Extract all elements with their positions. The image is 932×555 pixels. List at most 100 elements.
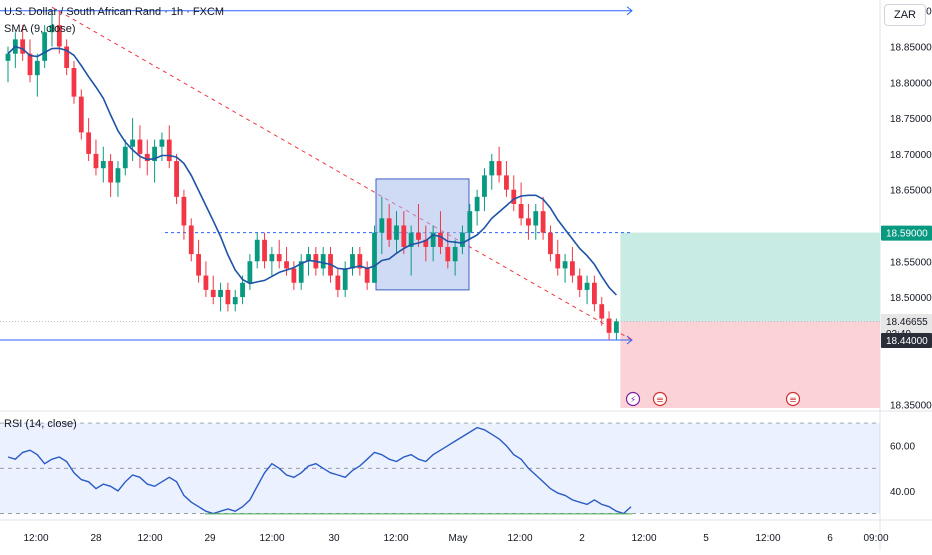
time-tick-label: May [449,533,468,544]
candle-body [357,254,363,269]
candle-body [379,218,385,233]
candle-body [394,225,399,240]
candle-body [218,289,223,298]
candle-body [372,232,377,283]
candle-body [320,254,326,269]
candle-body [430,232,436,247]
candle-body [27,53,33,76]
candle-body [174,161,179,197]
price-label-bg [881,333,932,348]
candle-body [606,318,612,333]
candle-body [20,39,26,54]
chart-title: U.S. Dollar / South African Rand · 1h · … [4,6,225,18]
candle-body [599,304,605,319]
price-label-bg [881,225,932,241]
candle-body [584,282,590,290]
sma-legend[interactable]: SMA (9, close) [4,23,76,35]
candle-body [240,282,245,298]
candle-body [137,139,143,154]
long-profit-zone [620,232,880,322]
candle-body [548,232,553,255]
candle-body [342,268,348,290]
top-line-arrow [626,6,633,16]
lightning-icon-glyph: ⚡ [630,396,636,406]
candle-body [196,254,201,276]
candle-body [49,25,55,33]
time-tick-label: 2 [579,533,585,544]
candle-body [93,153,99,169]
candle-body [526,218,531,226]
candle-body [482,175,487,197]
rsi-tick-label: 40.00 [890,487,915,498]
price-tick-label: 18.70000 [890,150,932,161]
candle-body [518,204,524,219]
time-tick-label: 28 [90,533,102,544]
candle-body [555,254,561,269]
candle-body [306,254,311,262]
candle-body [335,275,341,290]
candle-body [86,132,92,154]
candle-body [262,239,267,262]
candle-body [511,189,517,204]
candle-body [166,139,172,162]
candle-body [254,239,260,262]
candle-body [496,161,502,176]
sma-line [7,45,617,296]
rsi-tick-label: 60.00 [890,442,915,453]
time-tick-label: 12:00 [23,533,48,544]
time-tick-label: 09:00 [863,533,888,544]
bottom-line-arrow [626,335,633,345]
time-tick-label: 29 [204,533,216,544]
candle-body [247,261,253,283]
candle-body [42,32,48,61]
candle-body [130,139,136,147]
candle-body [533,211,539,226]
candle-body [284,261,289,269]
candle-body [203,275,209,290]
candle-body [570,261,575,276]
candle-body [291,268,297,283]
time-tick-label: 5 [703,533,709,544]
time-tick-label: 12:00 [137,533,162,544]
candle-body [5,53,11,61]
time-tick-label: 12:00 [507,533,532,544]
candle-body [108,161,114,183]
rsi-legend[interactable]: RSI (14, close) [4,418,77,430]
candle-body [540,211,546,233]
candle-body [188,225,194,255]
price-tick-label: 18.55000 [890,257,932,268]
price-tick-label: 18.85000 [890,43,932,54]
candle-body [56,25,62,47]
candle-body [452,246,458,262]
candle-body [269,254,275,262]
time-tick-label: 30 [328,533,340,544]
time-tick-label: 12:00 [259,533,284,544]
candle-body [467,211,473,233]
price-tick-label: 18.80000 [890,78,932,89]
candle-body [78,96,84,133]
currency-button[interactable]: ZAR [884,4,926,26]
price-tick-label: 18.65000 [890,186,932,197]
candle-body [489,161,495,176]
price-tick-label: 18.35000 [890,400,932,411]
time-tick-label: 12:00 [631,533,656,544]
candle-body [152,146,157,162]
candle-body [401,225,407,247]
time-tick-label: 6 [827,533,833,544]
candle-body [181,196,187,226]
lightning-icon [625,391,641,407]
us-flag-icon-glyph: ≡ [789,396,797,406]
price-label-text: 18.46655 [886,317,928,328]
price-label-text: 18.59000 [886,229,928,240]
us-flag-icon [652,391,668,407]
candle-body [100,161,106,169]
candle-body [210,289,216,298]
candle-body [225,289,231,305]
candle-body [34,60,40,76]
candle-body [115,168,121,183]
dashed-trendline [51,6,633,341]
candle-body [64,46,70,68]
candle-body [474,196,480,212]
